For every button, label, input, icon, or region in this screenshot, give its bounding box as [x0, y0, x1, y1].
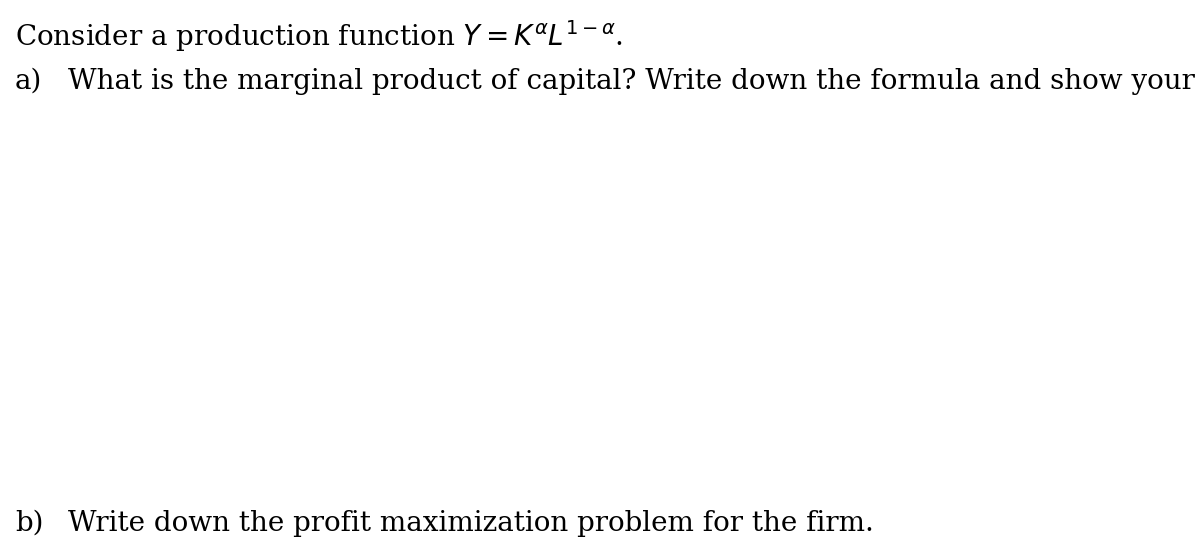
Text: Consider a production function $Y = K^{\alpha}L^{1-\alpha}$.: Consider a production function $Y = K^{\…: [14, 18, 623, 54]
Text: Write down the profit maximization problem for the firm.: Write down the profit maximization probl…: [68, 510, 874, 537]
Text: What is the marginal product of capital? Write down the formula and show your wo: What is the marginal product of capital?…: [68, 68, 1200, 95]
Text: a): a): [14, 68, 42, 95]
Text: b): b): [14, 510, 43, 537]
